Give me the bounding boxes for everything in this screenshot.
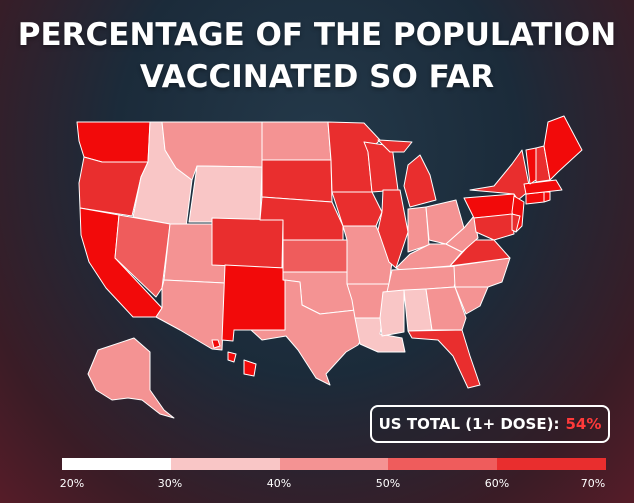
color-scale-bar — [62, 458, 606, 470]
state-ga — [425, 286, 467, 331]
scale-label-50: 50% — [375, 477, 401, 490]
state-ks — [282, 239, 348, 273]
state-me — [543, 115, 583, 181]
scale-label-60: 60% — [484, 477, 510, 490]
state-co — [211, 217, 284, 269]
state-wa — [76, 121, 151, 163]
us-total-value: 54% — [565, 415, 602, 433]
scale-label-20: 20% — [59, 477, 85, 490]
title-line-2: VACCINATED SO FAR — [139, 59, 495, 95]
scale-label-30: 30% — [157, 477, 183, 490]
scale-label-70: 70% — [580, 477, 606, 490]
scale-label-40: 40% — [266, 477, 292, 490]
state-tx — [233, 279, 363, 386]
us-total-badge: US TOTAL (1+ DOSE): 54% — [370, 405, 610, 443]
us-total-label: US TOTAL (1+ DOSE): — [378, 415, 560, 433]
scale-seg-50-60 — [388, 458, 498, 470]
state-hi — [211, 339, 257, 377]
state-md — [473, 213, 515, 241]
state-ri — [543, 191, 551, 203]
scale-seg-30-40 — [170, 458, 280, 470]
state-or — [78, 156, 149, 217]
title-line-1: PERCENTAGE OF THE POPULATION — [17, 17, 617, 53]
state-wy — [188, 165, 263, 223]
scale-seg-40-50 — [279, 458, 389, 470]
state-in — [407, 206, 430, 253]
state-sd — [261, 159, 333, 203]
state-ia — [331, 191, 383, 227]
state-ak — [87, 337, 175, 419]
state-il — [377, 189, 409, 269]
state-ms — [379, 289, 405, 337]
state-nd — [261, 121, 332, 161]
state-fl — [407, 329, 481, 389]
state-ma — [523, 179, 563, 195]
scale-labels: 20% 30% 40% 50% 60% 70% — [0, 477, 634, 493]
state-de — [511, 213, 521, 233]
scale-seg-20-30 — [62, 458, 171, 470]
scale-seg-60-70 — [497, 458, 606, 470]
state-mi — [377, 139, 437, 208]
state-nv — [114, 214, 171, 298]
state-ny — [469, 149, 531, 201]
